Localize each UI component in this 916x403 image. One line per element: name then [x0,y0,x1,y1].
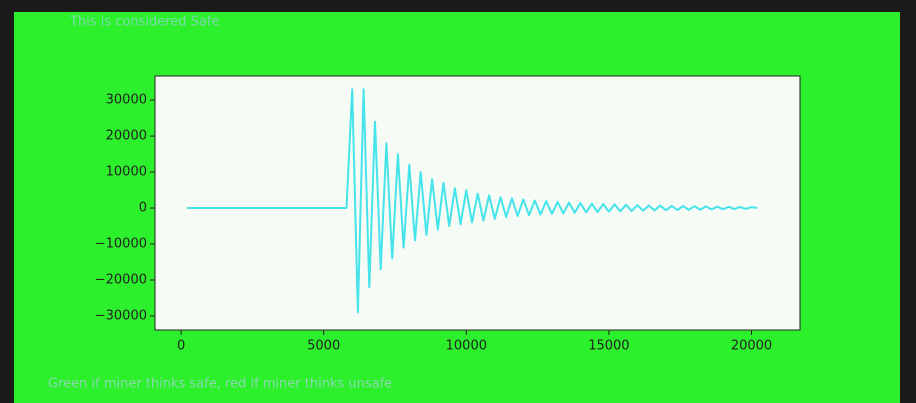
x-tick-label: 15000 [588,339,629,354]
y-tick-label: −10000 [95,237,147,252]
y-tick-label: 0 [139,201,147,216]
y-tick-label: 30000 [106,93,147,108]
plot-area [154,75,801,331]
waveform-line [186,88,758,314]
x-tick-label: 5000 [307,339,340,354]
y-tick-label: 20000 [106,129,147,144]
x-tick-label: 20000 [731,339,772,354]
y-tick-label: 10000 [106,165,147,180]
y-tick-label: −20000 [95,272,147,287]
y-tick-label: −30000 [95,308,147,323]
caption: Green if miner thinks safe, red if miner… [48,377,392,392]
x-tick-label: 10000 [446,339,487,354]
chart-title: This is considered Safe [69,15,219,30]
x-tick-label: 0 [177,339,185,354]
